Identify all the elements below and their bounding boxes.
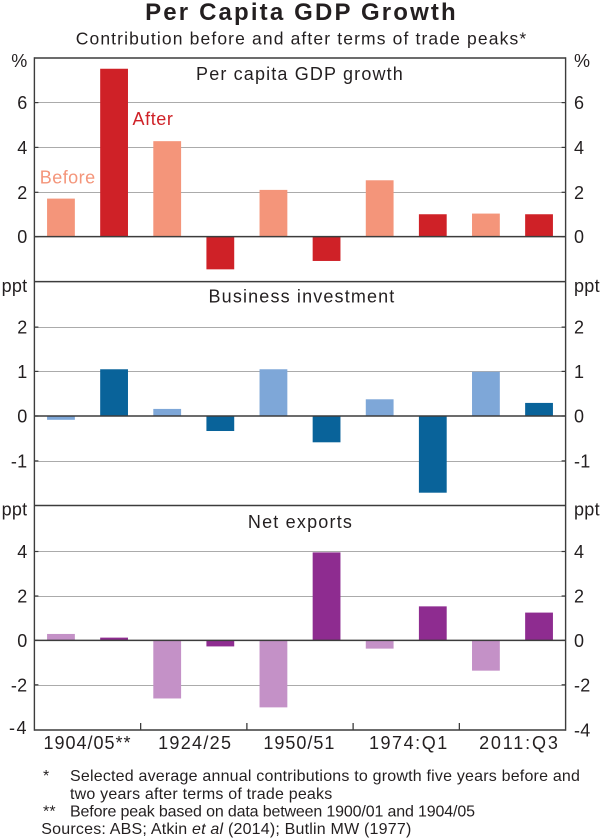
svg-text:4: 4 — [17, 542, 27, 562]
svg-text:ppt: ppt — [574, 500, 600, 520]
svg-text:ppt: ppt — [574, 276, 600, 296]
svg-text:2: 2 — [574, 587, 584, 607]
svg-text:2: 2 — [574, 318, 584, 338]
svg-text:**: ** — [43, 804, 56, 821]
svg-text:Business investment: Business investment — [209, 287, 396, 307]
svg-text:ppt: ppt — [2, 500, 28, 520]
svg-text:-4: -4 — [9, 718, 28, 738]
svg-text:0: 0 — [574, 631, 584, 651]
svg-text:6: 6 — [17, 93, 27, 113]
svg-text:2: 2 — [17, 587, 27, 607]
svg-text:ppt: ppt — [2, 276, 28, 296]
svg-text:%: % — [574, 51, 590, 71]
svg-text:0: 0 — [17, 407, 27, 427]
svg-text:0: 0 — [574, 227, 584, 247]
svg-text:-2: -2 — [11, 675, 28, 695]
svg-text:-2: -2 — [574, 675, 591, 695]
svg-text:Contribution before and after: Contribution before and after terms of t… — [76, 29, 528, 49]
svg-text:1904/05**: 1904/05** — [43, 733, 131, 753]
svg-text:1: 1 — [17, 362, 27, 382]
svg-text:1924/25: 1924/25 — [158, 733, 232, 753]
svg-text:0: 0 — [574, 407, 584, 427]
svg-text:Net exports: Net exports — [248, 512, 353, 532]
svg-text:*: * — [43, 768, 49, 785]
svg-text:0: 0 — [17, 631, 27, 651]
svg-text:4: 4 — [574, 542, 584, 562]
svg-text:-1: -1 — [11, 452, 28, 472]
svg-text:Sources: ABS; Atkin et al (201: Sources: ABS; Atkin et al (2014); Butlin… — [41, 821, 411, 838]
svg-text:-1: -1 — [574, 452, 591, 472]
svg-text:1: 1 — [574, 362, 584, 382]
svg-text:4: 4 — [17, 138, 27, 158]
svg-text:Selected average annual contri: Selected average annual contributions to… — [70, 768, 580, 785]
svg-text:2: 2 — [17, 318, 27, 338]
svg-text:4: 4 — [574, 138, 584, 158]
svg-text:Per Capita GDP Growth: Per Capita GDP Growth — [145, 0, 458, 26]
svg-text:-4: -4 — [574, 721, 591, 741]
svg-text:%: % — [11, 51, 27, 71]
svg-text:Per capita GDP growth: Per capita GDP growth — [196, 64, 404, 84]
svg-text:Before: Before — [40, 167, 96, 187]
svg-text:0: 0 — [17, 227, 27, 247]
svg-text:1950/51: 1950/51 — [263, 733, 335, 753]
svg-text:After: After — [133, 109, 174, 129]
svg-text:2: 2 — [17, 183, 27, 203]
svg-text:Before peak based on data betw: Before peak based on data between 1900/0… — [70, 804, 475, 821]
svg-text:2: 2 — [574, 183, 584, 203]
svg-text:1974:Q1: 1974:Q1 — [369, 733, 449, 753]
svg-text:2011:Q3: 2011:Q3 — [479, 733, 560, 753]
svg-text:6: 6 — [574, 93, 584, 113]
svg-text:two years after terms of trade: two years after terms of trade peaks — [70, 786, 332, 803]
